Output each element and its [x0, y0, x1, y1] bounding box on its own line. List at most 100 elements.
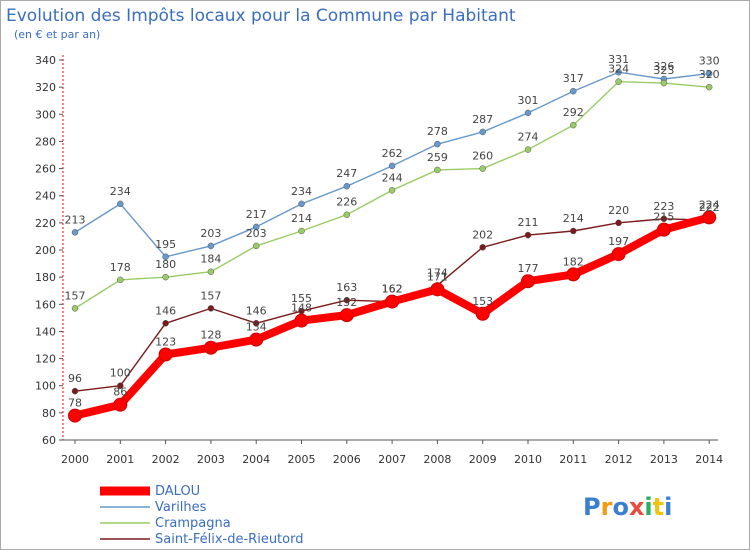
data-point	[434, 140, 441, 148]
data-point	[524, 231, 532, 239]
data-point	[660, 79, 668, 87]
axes: 60 80 100 120 140 160 180 200 220 240 260 280 300 320…	[35, 54, 723, 466]
x-tick-label: 2000	[61, 453, 89, 466]
legend-label: Crampagna	[155, 516, 231, 531]
y-tick-label: 220	[35, 217, 56, 230]
y-tick-label: 160	[35, 298, 56, 311]
data-point	[203, 340, 218, 355]
data-label: 178	[110, 261, 131, 274]
data-label: 226	[336, 196, 357, 209]
data-label: 259	[427, 151, 448, 164]
data-label: 234	[110, 185, 131, 198]
data-label: 278	[427, 125, 448, 138]
data-label: 330	[699, 55, 720, 68]
data-point	[113, 397, 128, 412]
data-label: 247	[336, 167, 357, 180]
data-label: 217	[246, 208, 267, 221]
y-tick-label: 340	[35, 54, 56, 67]
data-point	[158, 347, 173, 362]
x-tick-label: 2012	[605, 453, 633, 466]
data-point	[705, 70, 713, 77]
data-point	[615, 68, 622, 76]
data-point	[162, 253, 169, 261]
data-label: 213	[65, 213, 86, 226]
data-point	[117, 200, 124, 208]
data-label: 223	[653, 200, 674, 213]
data-label: 96	[68, 372, 82, 385]
data-point	[479, 165, 486, 172]
data-point	[524, 146, 532, 153]
data-label: 211	[518, 216, 539, 229]
data-point	[207, 305, 215, 312]
data-point	[615, 78, 622, 85]
data-label: 203	[246, 227, 267, 240]
y-tick-label: 200	[35, 244, 56, 257]
data-label: 301	[518, 94, 539, 107]
data-label: 157	[65, 289, 86, 302]
data-point	[566, 267, 581, 282]
x-tick-label: 2004	[242, 453, 270, 466]
data-label: 320	[699, 68, 720, 81]
data-point	[117, 276, 124, 284]
data-label: 177	[518, 262, 539, 275]
x-tick-label: 2003	[197, 453, 225, 466]
y-tick-label: 100	[35, 380, 56, 393]
x-tick-label: 2005	[288, 453, 316, 466]
data-label: 155	[291, 292, 312, 305]
data-label: 182	[563, 255, 584, 268]
data-label: 162	[382, 283, 403, 296]
data-label: 274	[518, 131, 539, 144]
data-label: 224	[699, 198, 720, 211]
y-tick-label: 280	[35, 135, 56, 148]
x-tick-label: 2014	[695, 453, 723, 466]
data-label: 234	[291, 185, 312, 198]
data-point	[294, 313, 309, 328]
x-tick-label: 2008	[423, 453, 451, 466]
y-tick-label: 320	[35, 81, 56, 94]
data-point	[162, 320, 169, 327]
data-label: 146	[246, 304, 267, 317]
data-point	[249, 332, 264, 347]
data-point	[71, 305, 79, 312]
x-tick-label: 2011	[559, 453, 587, 466]
data-label: 317	[563, 72, 584, 85]
data-label: 203	[200, 227, 221, 240]
x-tick-label: 2009	[469, 453, 497, 466]
data-label: 214	[291, 212, 312, 225]
data-label: 128	[200, 329, 221, 342]
data-label: 148	[291, 302, 312, 315]
data-label: 222	[699, 201, 720, 214]
data-point	[68, 408, 82, 423]
data-label: 171	[427, 270, 448, 283]
data-label: 163	[336, 281, 357, 294]
data-point	[570, 121, 577, 129]
proxiti-logo: Proxiti	[583, 493, 672, 521]
x-tick-label: 2010	[514, 453, 542, 466]
data-label: 153	[472, 295, 493, 308]
data-label: 157	[200, 289, 221, 302]
y-tick-label: 240	[35, 190, 56, 203]
data-point	[434, 166, 441, 174]
data-point	[298, 200, 305, 208]
data-label: 260	[472, 150, 493, 163]
data-point	[702, 210, 717, 225]
x-tick-label: 2006	[333, 453, 361, 466]
x-tick-label: 2002	[152, 453, 180, 466]
series-layer	[68, 68, 717, 423]
data-label: 292	[563, 106, 584, 119]
data-point	[388, 187, 396, 194]
data-point	[207, 242, 215, 250]
data-label: 180	[155, 258, 176, 271]
data-point	[388, 162, 396, 170]
data-label: 197	[608, 235, 629, 248]
data-point	[570, 87, 577, 95]
data-labels: 2132341952032172342472622782873013173313…	[65, 53, 720, 409]
chart-title: Evolution des Impôts locaux pour la Comm…	[6, 6, 516, 26]
data-point	[162, 273, 169, 281]
data-point	[207, 268, 215, 275]
data-point	[298, 227, 305, 235]
y-tick-label: 60	[42, 434, 56, 447]
data-label: 326	[653, 60, 674, 73]
data-label: 78	[68, 397, 82, 410]
